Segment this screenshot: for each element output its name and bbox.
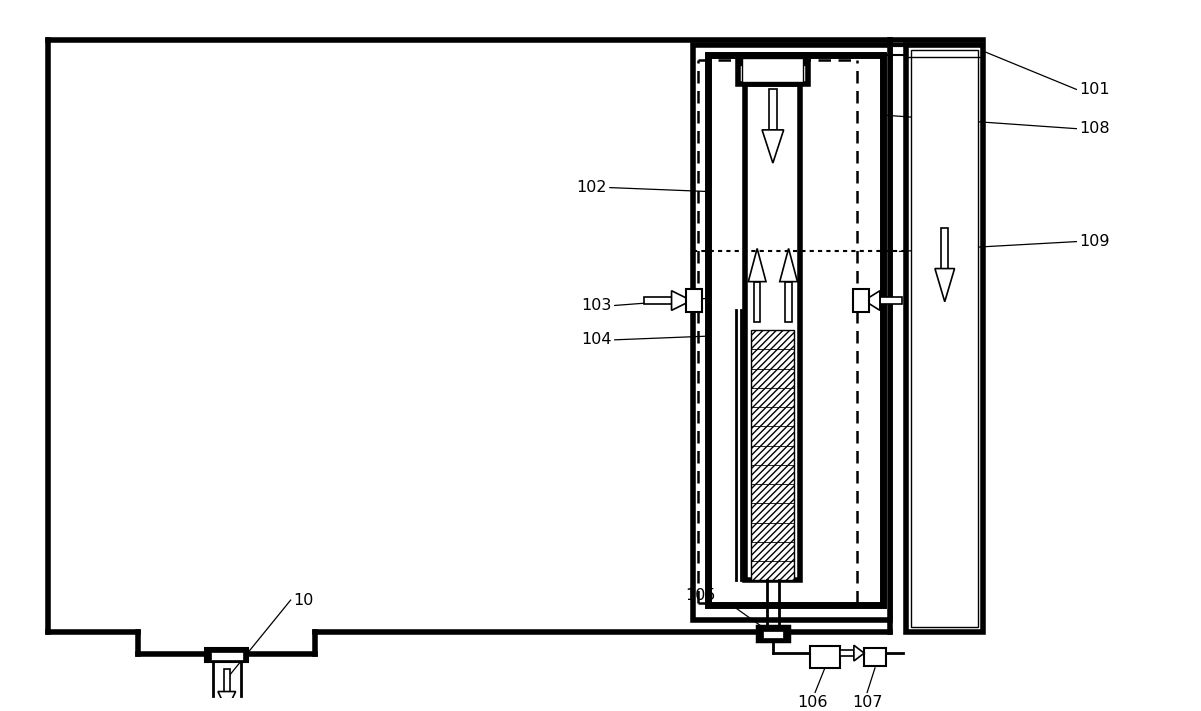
- Bar: [763, 631, 783, 638]
- Bar: [223, 669, 229, 692]
- Bar: [746, 85, 800, 580]
- Bar: [880, 296, 902, 304]
- Bar: [865, 648, 886, 666]
- Bar: [737, 55, 808, 85]
- Bar: [687, 289, 703, 312]
- Polygon shape: [748, 248, 766, 282]
- Bar: [769, 90, 777, 130]
- Polygon shape: [854, 646, 865, 661]
- Bar: [912, 50, 978, 626]
- Polygon shape: [779, 248, 797, 282]
- Bar: [907, 46, 984, 631]
- Bar: [754, 282, 760, 322]
- Text: 109: 109: [1080, 234, 1110, 249]
- Bar: [693, 46, 890, 620]
- Text: 10: 10: [293, 592, 313, 608]
- Bar: [742, 58, 803, 82]
- Bar: [737, 55, 808, 65]
- Text: 108: 108: [1080, 121, 1110, 137]
- Polygon shape: [763, 130, 784, 163]
- Bar: [752, 330, 795, 580]
- Bar: [785, 282, 791, 322]
- Polygon shape: [671, 291, 692, 311]
- Bar: [709, 55, 883, 605]
- Bar: [854, 289, 870, 312]
- Text: 107: 107: [852, 695, 883, 710]
- Text: 105: 105: [686, 588, 716, 603]
- Text: 106: 106: [797, 695, 827, 710]
- Polygon shape: [865, 291, 880, 311]
- Text: 104: 104: [581, 332, 611, 348]
- Bar: [839, 650, 854, 656]
- Text: 103: 103: [581, 298, 611, 313]
- Bar: [211, 652, 243, 660]
- Bar: [811, 646, 839, 668]
- Text: 101: 101: [1080, 82, 1110, 97]
- Bar: [205, 648, 249, 662]
- Polygon shape: [217, 692, 235, 710]
- Text: 102: 102: [576, 180, 607, 195]
- Bar: [757, 626, 789, 641]
- Bar: [942, 228, 948, 269]
- Polygon shape: [934, 269, 955, 301]
- Bar: [644, 296, 671, 304]
